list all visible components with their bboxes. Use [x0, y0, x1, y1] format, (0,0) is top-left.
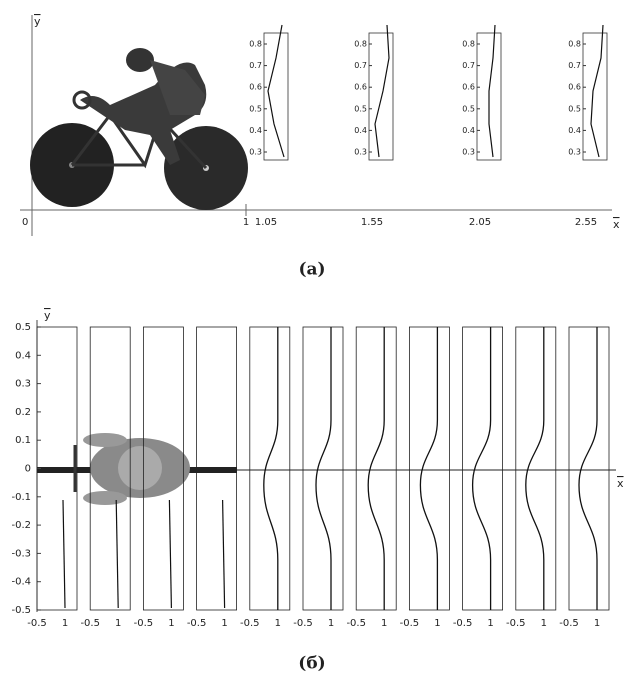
- x-tick-label: 1: [62, 618, 68, 629]
- profile-tick-label: 0.4: [249, 126, 262, 135]
- y-tick-label: -0.5: [11, 605, 31, 616]
- origin-label: 0: [22, 217, 28, 228]
- x-tick-label: -0.5: [293, 618, 313, 629]
- cyclist-top: [37, 433, 237, 505]
- y-tick-label: 0: [25, 464, 31, 475]
- x-tick-label: 1: [541, 618, 547, 629]
- profile-box: [303, 327, 343, 610]
- profile-tick-label: 0.5: [249, 104, 262, 113]
- y-axis-label: y: [44, 309, 51, 322]
- profile-tick-label: 0.6: [249, 83, 262, 92]
- y-tick-label: -0.1: [11, 492, 31, 503]
- profile-curve: [375, 25, 389, 157]
- profile-curve: [591, 25, 603, 157]
- profile-box: [569, 327, 609, 610]
- profile-tick-label: 0.8: [462, 40, 475, 49]
- caption: (a): [298, 260, 325, 280]
- profile-tick-label: 0.6: [568, 83, 581, 92]
- profile-tick-label: 0.5: [568, 104, 581, 113]
- profile-curve: [579, 327, 597, 610]
- profile-tick-label: 0.7: [354, 61, 367, 70]
- profile-curve: [268, 25, 284, 157]
- profile-curve: [368, 327, 384, 610]
- profile-tick-label: 0.5: [462, 104, 475, 113]
- y-tick-label: 0.4: [15, 350, 31, 361]
- profile-tick-label: 0.4: [462, 126, 475, 135]
- profile-box: [369, 33, 393, 160]
- x-tick-label: 1: [381, 618, 387, 629]
- x-tick-label: -0.5: [134, 618, 154, 629]
- x-tick-label: 1: [168, 618, 174, 629]
- profile-box: [409, 327, 449, 610]
- x-tick-label: 1: [434, 618, 440, 629]
- x-axis-label: x: [617, 477, 624, 490]
- x-tick-label: 1: [275, 618, 281, 629]
- profile-tick-label: 0.5: [354, 104, 367, 113]
- profile-curve: [264, 327, 278, 610]
- y-tick-label: 0.2: [15, 407, 31, 418]
- cyclist-side: [30, 48, 248, 210]
- caption: (б): [298, 654, 325, 674]
- figure: (a) (б) y x 0 y x 1 1.05 1.55 2.05 2.55 0.8 0.…: [0, 0, 624, 682]
- x-tick-label: -0.5: [400, 618, 420, 629]
- y-tick-label: 0.3: [15, 379, 31, 390]
- profile-tick-label: 0.6: [462, 83, 475, 92]
- profile-curve: [316, 327, 331, 610]
- profile-tick-label: 0.4: [568, 126, 581, 135]
- profile-box: [250, 327, 290, 610]
- y-tick-label: 0.1: [15, 435, 31, 446]
- profile-tick-label: 0.8: [354, 40, 367, 49]
- x-tick-label: -0.5: [559, 618, 579, 629]
- x-tick-label: -0.5: [187, 618, 207, 629]
- x-label: 1.55: [361, 217, 383, 228]
- x-tick-label: -0.5: [346, 618, 366, 629]
- x-label: 2.55: [575, 217, 597, 228]
- y-tick-label: -0.3: [11, 548, 31, 559]
- profile-curve: [169, 500, 171, 608]
- profile-tick-label: 0.6: [354, 83, 367, 92]
- profile-tick-label: 0.4: [354, 126, 367, 135]
- profile-tick-label: 0.7: [249, 61, 262, 70]
- profile-tick-label: 0.3: [249, 148, 262, 157]
- profile-curve: [420, 327, 437, 610]
- x-tick-label: 1: [328, 618, 334, 629]
- y-axis-label: y: [34, 15, 41, 28]
- profile-box: [463, 327, 503, 610]
- profile-tick-label: 0.3: [354, 148, 367, 157]
- x-label: 1.05: [255, 217, 277, 228]
- x-tick-label: 1: [115, 618, 121, 629]
- y-tick-label: -0.2: [11, 520, 31, 531]
- profile-curve: [526, 327, 544, 610]
- x-axis-label: x: [613, 218, 620, 231]
- profile-tick-label: 0.3: [462, 148, 475, 157]
- profile-box: [264, 33, 288, 160]
- x-tick-label: -0.5: [240, 618, 260, 629]
- profile-curve: [489, 25, 495, 157]
- x-tick-label: 1: [594, 618, 600, 629]
- profile-curve: [116, 500, 118, 608]
- x-tick-label: -0.5: [453, 618, 473, 629]
- profile-curve: [223, 500, 225, 608]
- profile-box: [356, 327, 396, 610]
- x-tick-label: -0.5: [80, 618, 100, 629]
- y-tick-label: -0.4: [11, 577, 31, 588]
- profile-curve: [473, 327, 491, 610]
- profile-tick-label: 0.3: [568, 148, 581, 157]
- x-label: 2.05: [469, 217, 491, 228]
- x-tick-label: 1: [487, 618, 493, 629]
- profile-tick-label: 0.8: [249, 40, 262, 49]
- x-tick-label: -0.5: [506, 618, 526, 629]
- profile-box: [516, 327, 556, 610]
- x-tick-label: -0.5: [27, 618, 47, 629]
- x-tick-label: 1: [221, 618, 227, 629]
- profile-tick-label: 0.7: [462, 61, 475, 70]
- y-tick-label: 0.5: [15, 322, 31, 333]
- profile-curve: [63, 500, 65, 608]
- profile-tick-label: 0.8: [568, 40, 581, 49]
- profile-tick-label: 0.7: [568, 61, 581, 70]
- x-label: 1: [243, 217, 249, 228]
